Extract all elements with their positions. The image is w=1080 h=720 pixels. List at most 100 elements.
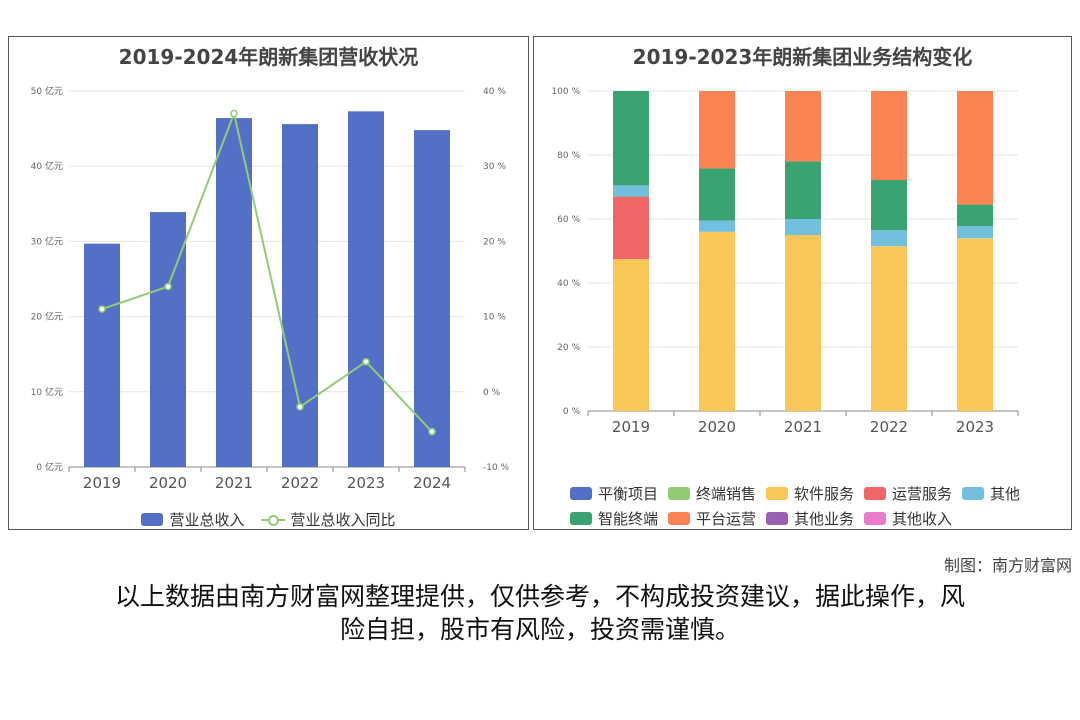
segment-软件服务 — [785, 235, 821, 411]
segment-智能终端 — [613, 91, 649, 186]
disclaimer-line-2: 险自担，股市有风险，投资需谨慎。 — [339, 615, 740, 644]
y2-tick-label: 30 % — [483, 162, 506, 172]
x-tick-label: 2019 — [612, 418, 650, 436]
legend-label: 其他收入 — [892, 510, 953, 528]
segment-其他 — [957, 226, 993, 239]
legend-item-其他业务[interactable]: 其他业务 — [766, 508, 856, 529]
revenue-bar — [216, 118, 252, 468]
segment-平台运营 — [699, 91, 735, 169]
legend-label: 智能终端 — [598, 510, 659, 528]
x-tick-label: 2024 — [413, 474, 451, 492]
segment-其他 — [871, 230, 907, 247]
business-structure-chart-panel: 2019-2023年朗新集团业务结构变化 0 % 20 % 40 % 60 % 80 %… — [533, 36, 1072, 530]
segment-运营服务 — [613, 196, 649, 259]
y-tick-label: 40 % — [557, 279, 580, 289]
segment-软件服务 — [871, 246, 907, 411]
y-tick-label: 80 % — [557, 151, 580, 161]
segment-智能终端 — [785, 161, 821, 219]
segment-平台运营 — [871, 91, 907, 180]
legend-swatch — [668, 487, 690, 500]
revenue-yoy-point — [428, 427, 436, 436]
legend-swatch-revenue — [141, 513, 164, 526]
revenue-bar — [150, 212, 186, 467]
y-tick-label: 30 亿元 — [31, 235, 63, 247]
x-tick-label: 2023 — [956, 418, 994, 436]
legend-swatch — [864, 512, 886, 525]
disclaimer-line-1: 以上数据由南方财富网整理提供，仅供参考，不构成投资建议，据此操作，风 — [114, 582, 965, 611]
legend-swatch — [962, 487, 984, 500]
y-tick-label: 20 % — [557, 343, 580, 353]
legend-label: 平衡项目 — [598, 485, 659, 503]
x-tick-label: 2022 — [281, 474, 319, 492]
x-tick-label: 2019 — [83, 474, 121, 492]
business-structure-chart-title: 2019-2023年朗新集团业务结构变化 — [632, 45, 973, 69]
segment-平台运营 — [785, 91, 821, 162]
y-tick-label: 0 % — [563, 407, 581, 417]
x-tick-label: 2021 — [215, 474, 253, 492]
revenue-chart-legend: 营业总收入 营业总收入同比 — [9, 507, 528, 532]
y-tick-label: 100 % — [551, 87, 580, 97]
legend-item-运营服务[interactable]: 运营服务 — [864, 483, 954, 504]
y-tick-label: 20 亿元 — [31, 311, 63, 323]
y2-tick-label: 10 % — [483, 313, 506, 323]
legend-item-软件服务[interactable]: 软件服务 — [766, 483, 856, 504]
legend-swatch — [570, 512, 592, 525]
x-tick-label: 2021 — [784, 418, 822, 436]
legend-swatch — [864, 487, 886, 500]
legend-label-revenue: 营业总收入 — [169, 511, 245, 529]
y2-tick-label: 20 % — [483, 237, 506, 247]
revenue-yoy-line — [101, 110, 433, 433]
segment-其他 — [699, 220, 735, 232]
legend-item-revenue[interactable]: 营业总收入 — [141, 509, 245, 530]
revenue-yoy-point — [98, 305, 106, 313]
revenue-yoy-point — [296, 403, 304, 411]
x-tick-label: 2020 — [149, 474, 187, 492]
segment-软件服务 — [699, 231, 735, 411]
legend-item-智能终端[interactable]: 智能终端 — [570, 508, 660, 529]
legend-label: 终端销售 — [696, 485, 757, 503]
legend-item-平衡项目[interactable]: 平衡项目 — [570, 483, 660, 504]
y-tick-label: 60 % — [557, 215, 580, 225]
legend-swatch — [766, 512, 788, 525]
segment-智能终端 — [699, 168, 735, 221]
x-tick-label: 2023 — [347, 474, 385, 492]
legend-item-平台运营[interactable]: 平台运营 — [668, 508, 758, 529]
legend-swatch — [668, 512, 690, 525]
segment-软件服务 — [957, 238, 993, 411]
y2-tick-label: -10 % — [483, 463, 510, 473]
y-tick-label: 40 亿元 — [31, 160, 63, 172]
legend-item-revenue-yoy[interactable]: 营业总收入同比 — [260, 509, 396, 530]
segment-其他 — [613, 185, 649, 197]
legend-item-其他收入[interactable]: 其他收入 — [864, 508, 954, 529]
revenue-bar — [348, 111, 384, 467]
business-structure-chart: 0 % 20 % 40 % 60 % 80 % 100 % 2019 2020 2021 2022… — [551, 87, 1019, 436]
legend-label: 其他业务 — [794, 510, 855, 528]
revenue-yoy-point — [164, 282, 172, 291]
x-tick-label: 2022 — [870, 418, 908, 436]
legend-label: 其他 — [990, 485, 1021, 503]
revenue-chart-title: 2019-2024年朗新集团营收状况 — [118, 45, 419, 69]
segment-软件服务 — [613, 259, 649, 411]
segment-智能终端 — [871, 179, 907, 231]
y-tick-label: 0 亿元 — [36, 461, 63, 473]
legend-swatch — [570, 487, 592, 500]
revenue-chart-panel: 2019-2024年朗新集团营收状况 0 亿元 10 亿元 20 亿元 30 亿元 40… — [8, 36, 529, 530]
y-tick-label: 50 亿元 — [31, 85, 63, 97]
disclaimer: 以上数据由南方财富网整理提供，仅供参考，不构成投资建议，据此操作，风 险自担，股… — [60, 580, 1020, 646]
chart-credit: 制图：南方财富网 — [943, 556, 1072, 575]
legend-label: 运营服务 — [892, 485, 953, 503]
legend-label: 软件服务 — [794, 485, 855, 503]
revenue-bar — [84, 243, 120, 467]
x-tick-label: 2020 — [698, 418, 736, 436]
business-structure-legend: 平衡项目 终端销售 软件服务 运营服务 其他智能终端 平台运营 其他业务 其他收入 — [534, 481, 1071, 531]
legend-item-其他[interactable]: 其他 — [962, 483, 1052, 504]
revenue-yoy-point — [362, 357, 370, 366]
legend-label-revenue-yoy: 营业总收入同比 — [290, 511, 396, 529]
legend-swatch — [766, 487, 788, 500]
segment-平台运营 — [957, 91, 993, 205]
revenue-chart: 0 亿元 10 亿元 20 亿元 30 亿元 40 亿元 50 亿元 -10 % 0 % 10 … — [31, 85, 510, 492]
legend-swatch-revenue-yoy — [260, 513, 285, 527]
legend-item-终端销售[interactable]: 终端销售 — [668, 483, 758, 504]
revenue-bar — [414, 130, 450, 467]
segment-智能终端 — [957, 204, 993, 227]
